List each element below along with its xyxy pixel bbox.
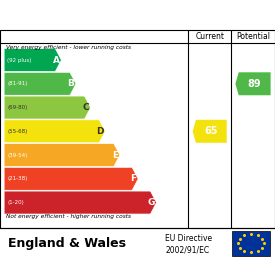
Polygon shape (4, 167, 138, 190)
Text: (55-68): (55-68) (7, 129, 28, 134)
Text: Energy Efficiency Rating: Energy Efficiency Rating (8, 8, 192, 21)
Text: (92 plus): (92 plus) (7, 58, 32, 62)
Text: Not energy efficient - higher running costs: Not energy efficient - higher running co… (6, 214, 131, 219)
Text: (21-38): (21-38) (7, 176, 28, 181)
Text: (1-20): (1-20) (7, 200, 24, 205)
Polygon shape (4, 143, 120, 166)
Text: A: A (53, 55, 60, 64)
Text: Very energy efficient - lower running costs: Very energy efficient - lower running co… (6, 45, 131, 50)
Text: B: B (67, 79, 74, 88)
Polygon shape (192, 120, 227, 143)
Text: D: D (96, 127, 104, 136)
Text: Potential: Potential (236, 32, 270, 41)
Text: England & Wales: England & Wales (8, 237, 126, 250)
Text: E: E (112, 150, 118, 159)
Text: F: F (130, 174, 136, 183)
Text: 89: 89 (248, 79, 261, 89)
Text: (81-91): (81-91) (7, 81, 28, 86)
Text: Current: Current (195, 32, 224, 41)
Polygon shape (4, 49, 61, 71)
Text: 65: 65 (204, 126, 218, 136)
Bar (232, 231, 270, 256)
Text: G: G (147, 198, 155, 207)
Text: (39-54): (39-54) (7, 152, 28, 158)
Text: EU Directive: EU Directive (165, 234, 212, 243)
Polygon shape (235, 72, 271, 95)
Text: (69-80): (69-80) (7, 105, 28, 110)
Polygon shape (4, 96, 91, 119)
Polygon shape (4, 72, 76, 95)
Text: 2002/91/EC: 2002/91/EC (165, 245, 209, 254)
Polygon shape (4, 191, 156, 214)
Polygon shape (4, 120, 105, 143)
Text: C: C (82, 103, 89, 112)
